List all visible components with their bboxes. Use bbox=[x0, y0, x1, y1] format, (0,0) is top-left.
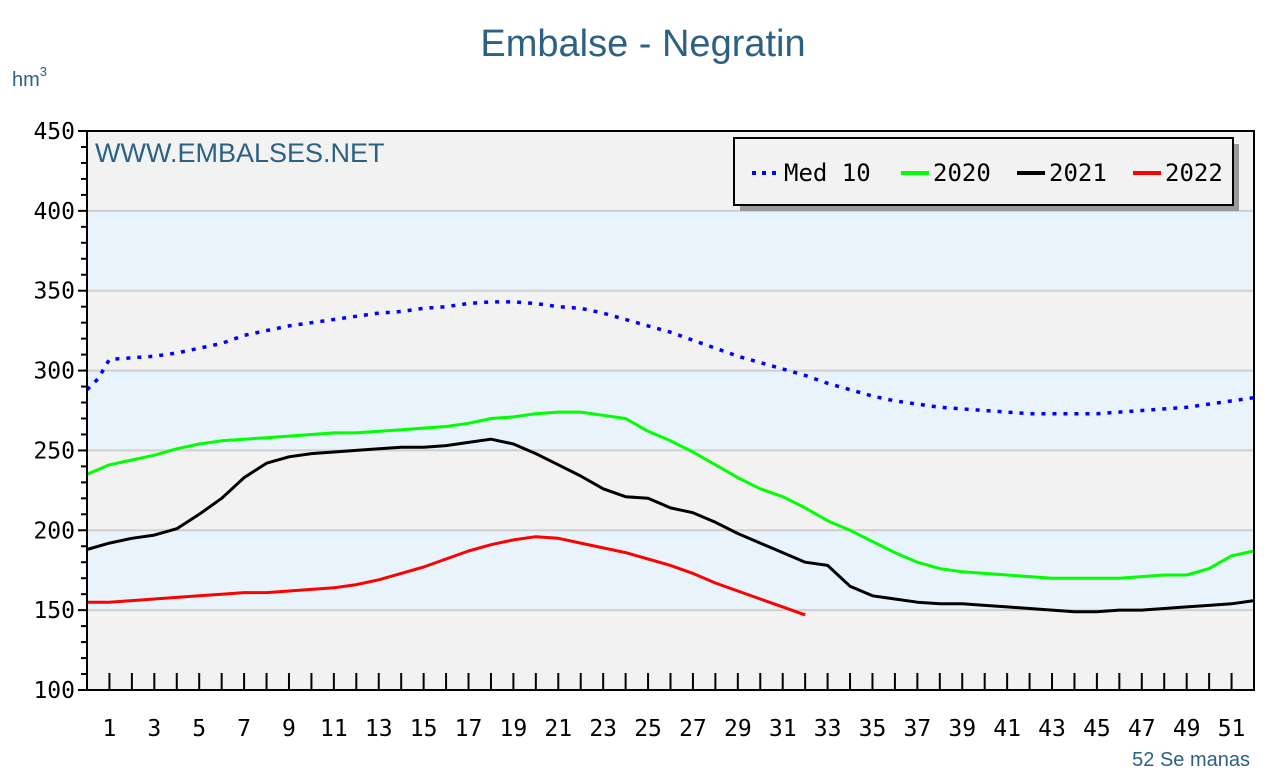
x-tick-label: 45 bbox=[1083, 716, 1111, 742]
x-tick-label: 3 bbox=[147, 716, 161, 742]
y-unit-label: hm3 bbox=[12, 64, 47, 91]
x-tick-label: 31 bbox=[769, 716, 797, 742]
y-tick-label: 200 bbox=[33, 518, 75, 544]
plot-band bbox=[87, 530, 1254, 611]
x-tick-label: 33 bbox=[814, 716, 842, 742]
x-tick-label: 11 bbox=[320, 716, 348, 742]
plot-band bbox=[87, 210, 1254, 291]
y-unit-base: hm bbox=[12, 69, 40, 91]
legend: Med 10 2020 2021 2022 bbox=[733, 137, 1239, 211]
x-tick-label: 25 bbox=[634, 716, 662, 742]
series-line-med-10 bbox=[85, 300, 1255, 416]
series-line-2022 bbox=[87, 535, 806, 617]
x-tick-label: 15 bbox=[410, 716, 438, 742]
watermark-text: WWW.EMBALSES.NET bbox=[95, 138, 385, 168]
y-tick-label: 450 bbox=[33, 119, 75, 145]
x-tick-label: 51 bbox=[1218, 716, 1246, 742]
x-tick-label: 7 bbox=[237, 716, 251, 742]
legend-label: 2022 bbox=[1165, 159, 1223, 187]
x-tick-label: 43 bbox=[1038, 716, 1066, 742]
x-tick-label: 21 bbox=[544, 716, 572, 742]
x-tick-label: 39 bbox=[948, 716, 976, 742]
plot-background bbox=[87, 131, 1254, 690]
legend-label: 2020 bbox=[933, 159, 991, 187]
x-tick-label: 23 bbox=[589, 716, 617, 742]
x-tick-label: 19 bbox=[500, 716, 528, 742]
y-tick-label: 150 bbox=[33, 598, 75, 624]
x-tick-label: 17 bbox=[455, 716, 483, 742]
y-tick-label: 300 bbox=[33, 359, 75, 385]
y-tick-label: 100 bbox=[33, 678, 75, 704]
y-tick-label: 400 bbox=[33, 199, 75, 225]
legend-label: Med 10 bbox=[784, 159, 871, 187]
x-tick-label: 35 bbox=[859, 716, 887, 742]
y-tick-label: 350 bbox=[33, 279, 75, 305]
series-layer bbox=[85, 300, 1255, 617]
x-tick-label: 41 bbox=[993, 716, 1021, 742]
x-tick-label: 49 bbox=[1173, 716, 1201, 742]
series-line-2020 bbox=[86, 410, 1255, 580]
y-tick-label: 250 bbox=[33, 438, 75, 464]
y-axis-ticks: 100 150 200 250 300 350 400 450 bbox=[33, 119, 87, 704]
legend-label: 2021 bbox=[1049, 159, 1107, 187]
x-axis-ticks: 1 3 5 7 9 11 13 15 17 19 21 23 25 27 29 31 33 35 37 39 41 43 4… bbox=[103, 673, 1255, 742]
x-tick-label: 13 bbox=[365, 716, 393, 742]
x-tick-label: 37 bbox=[904, 716, 932, 742]
y-unit-superscript: 3 bbox=[40, 64, 47, 79]
series-line-2021 bbox=[86, 437, 1255, 614]
x-axis-label: 52 Se manas bbox=[1132, 749, 1250, 771]
chart-title: Embalse - Negratin bbox=[480, 23, 805, 65]
x-tick-label: 27 bbox=[679, 716, 707, 742]
x-tick-label: 47 bbox=[1128, 716, 1156, 742]
x-tick-label: 29 bbox=[724, 716, 752, 742]
x-tick-label: 9 bbox=[282, 716, 296, 742]
plot-band bbox=[87, 450, 1254, 531]
x-tick-label: 5 bbox=[192, 716, 206, 742]
x-tick-label: 1 bbox=[103, 716, 117, 742]
